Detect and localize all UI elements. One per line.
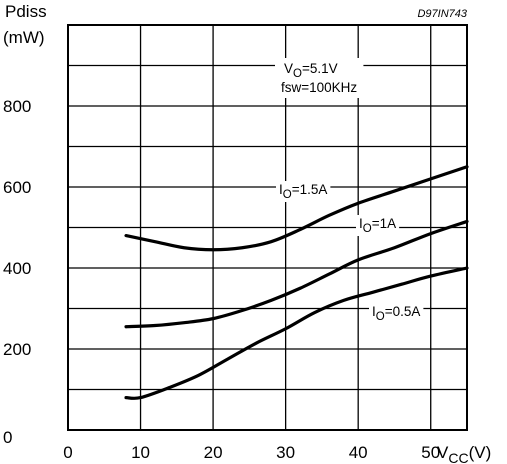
y-tick-0: 0 (3, 428, 12, 447)
condition-fsw: fsw=100KHz (281, 80, 357, 95)
x-axis-title: VCC(V) (437, 443, 491, 464)
x-tick-20: 20 (204, 443, 223, 462)
x-tick-30: 30 (276, 443, 295, 462)
y-axis-title-line1: Pdiss (5, 2, 47, 21)
y-tick-200: 200 (3, 340, 31, 359)
curves (124, 165, 469, 400)
conditions-mask (275, 58, 364, 98)
curve-io-0-5a (124, 266, 469, 400)
curve-io-1-5a (124, 165, 469, 252)
document-code: D97IN743 (417, 8, 467, 20)
y-tick-600: 600 (3, 178, 31, 197)
x-tick-40: 40 (349, 443, 368, 462)
label-io-1a: IO=1A (359, 216, 396, 235)
y-tick-800: 800 (3, 97, 31, 116)
labels: IO=1.5AIO=1AIO=0.5AVO=5.1Vfsw=100KHz0200… (3, 2, 491, 464)
label-mask (356, 215, 400, 236)
plot-frame (67, 24, 468, 431)
label-io-1-5a: IO=1.5A (279, 182, 327, 201)
x-tick-0: 0 (63, 443, 72, 462)
label-mask (276, 181, 331, 202)
y-axis-title-line2: (mW) (3, 28, 45, 47)
grid (68, 25, 467, 430)
label-mask (369, 303, 424, 324)
curve-io-1a (124, 219, 469, 329)
y-tick-400: 400 (3, 259, 31, 278)
label-io-0-5a: IO=0.5A (372, 304, 420, 323)
x-tick-50: 50 (421, 443, 440, 462)
x-tick-10: 10 (131, 443, 150, 462)
condition-vo: VO=5.1V (284, 61, 338, 80)
